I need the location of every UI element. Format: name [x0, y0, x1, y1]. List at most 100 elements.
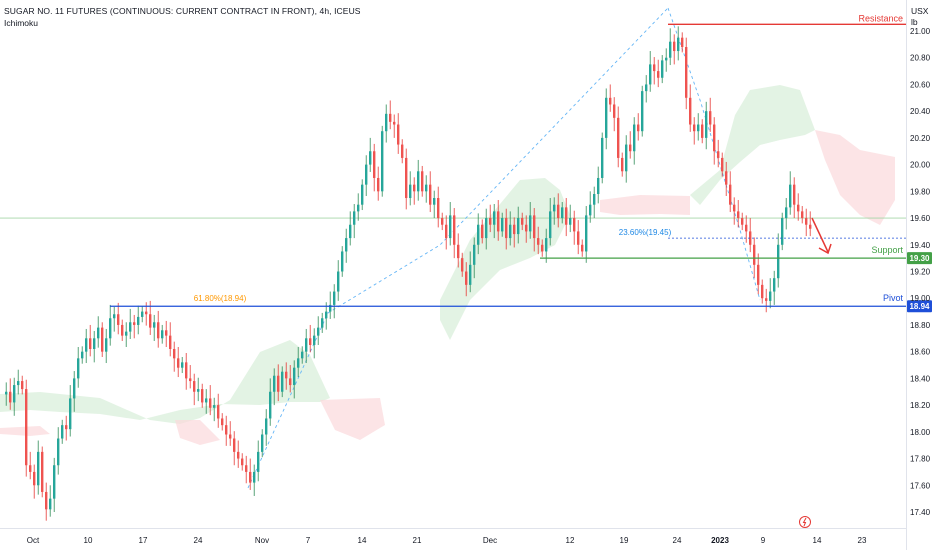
candle-body	[377, 177, 380, 192]
candle-body	[801, 211, 804, 219]
candle-body	[249, 471, 252, 483]
candle-body	[597, 177, 600, 195]
candle-body	[261, 434, 264, 452]
candle-body	[493, 211, 496, 225]
candle-body	[517, 218, 520, 235]
candle-body	[713, 124, 716, 152]
candle-body	[621, 157, 624, 172]
candle-body	[677, 37, 680, 52]
candle-body	[513, 224, 516, 235]
y-tick-label: 18.40	[910, 374, 931, 383]
candle-body	[325, 311, 328, 319]
candle-body	[273, 375, 276, 392]
candle-body	[577, 231, 580, 245]
candle-body	[593, 194, 596, 205]
candle-body	[545, 238, 548, 252]
candle-body	[353, 211, 356, 225]
y-tick-label: 20.20	[910, 134, 931, 143]
x-tick-label: 9	[761, 536, 766, 545]
candle-body	[437, 198, 440, 219]
candle-body	[201, 389, 204, 403]
candle-body	[101, 327, 104, 352]
candle-body	[109, 318, 112, 339]
candle-body	[81, 351, 84, 359]
candle-body	[33, 471, 36, 486]
candle-body	[485, 218, 488, 239]
candle-body	[45, 491, 48, 510]
candle-body	[165, 330, 168, 336]
candle-body	[561, 207, 564, 219]
candle-body	[97, 327, 100, 339]
candle-body	[321, 318, 324, 328]
ichimoku-cloud-bearish	[175, 420, 220, 445]
candle-body	[729, 184, 732, 205]
candle-body	[209, 398, 212, 408]
candle-body	[17, 381, 20, 386]
candle-body	[281, 371, 284, 392]
candle-body	[257, 451, 260, 472]
candle-body	[633, 124, 636, 152]
candle-body	[9, 391, 12, 403]
candle-body	[569, 218, 572, 225]
candle-body	[153, 322, 156, 328]
candle-body	[717, 151, 720, 158]
candle-body	[701, 124, 704, 138]
candle-body	[617, 117, 620, 158]
level-tag-pivot: 18.94	[909, 302, 930, 311]
candle-body	[473, 244, 476, 265]
candle-body	[297, 358, 300, 368]
candle-body	[461, 258, 464, 272]
candle-body	[113, 314, 116, 319]
candle-body	[65, 425, 68, 430]
fib-label-23.6: 23.60%(19.45)	[619, 228, 672, 237]
y-tick-label: 17.40	[910, 508, 931, 517]
candle-body	[393, 121, 396, 125]
candle-body	[721, 157, 724, 172]
candle-body	[537, 238, 540, 245]
candle-body	[277, 375, 280, 392]
ichimoku-cloud-bullish	[440, 178, 570, 340]
candle-body	[613, 104, 616, 118]
candle-body	[389, 113, 392, 122]
candle-body	[105, 338, 108, 352]
candle-body	[369, 151, 372, 165]
candle-body	[37, 451, 40, 486]
lightning-icon	[802, 517, 807, 527]
x-tick-label: Oct	[27, 536, 40, 545]
candle-body	[309, 338, 312, 345]
candle-body	[749, 231, 752, 245]
candle-body	[641, 91, 644, 132]
candle-body	[313, 335, 316, 345]
candle-body	[625, 144, 628, 172]
candle-body	[25, 389, 28, 466]
candle-body	[769, 291, 772, 301]
y-tick-label: 19.60	[910, 214, 931, 223]
candle-body	[557, 204, 560, 219]
candle-body	[509, 224, 512, 239]
candle-body	[69, 398, 72, 430]
fib-label-61.8: 61.80%(18.94)	[194, 294, 247, 303]
x-tick-label: 2023	[711, 536, 729, 545]
candle-body	[93, 338, 96, 349]
y-tick-label: 20.60	[910, 80, 931, 89]
candle-body	[73, 378, 76, 399]
candle-body	[269, 391, 272, 419]
y-tick-label: 19.80	[910, 187, 931, 196]
candle-body	[173, 348, 176, 359]
candle-body	[125, 331, 128, 336]
ichimoku-cloud-bullish	[690, 85, 815, 205]
x-tick-label: 19	[620, 536, 629, 545]
candle-body	[657, 71, 660, 78]
candle-body	[725, 171, 728, 185]
candle-body	[365, 164, 368, 185]
x-tick-label: 12	[566, 536, 575, 545]
candle-body	[753, 244, 756, 265]
candle-body	[549, 211, 552, 239]
candle-body	[637, 124, 640, 132]
candle-body	[241, 458, 244, 466]
candle-body	[329, 304, 332, 312]
candle-body	[413, 184, 416, 192]
indicator-name: Ichimoku	[4, 18, 39, 28]
candle-body	[453, 215, 456, 245]
